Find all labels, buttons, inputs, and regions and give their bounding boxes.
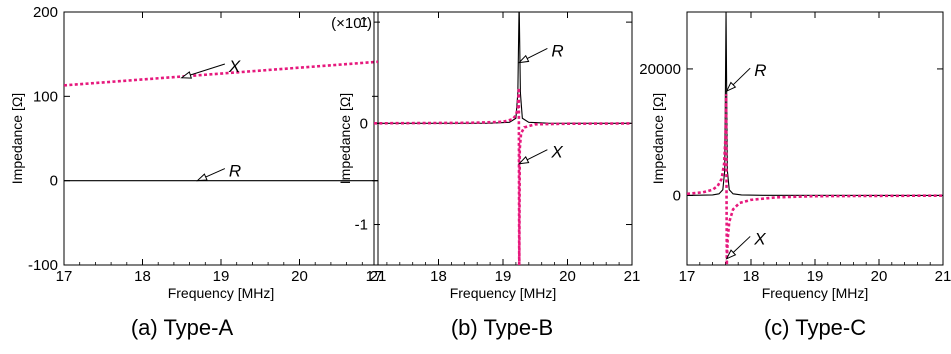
panel-1-y-tick-label: 200: [33, 4, 58, 21]
panel-2-caption: (b) Type-B: [451, 315, 553, 340]
panel-2-annotation-R-label: R: [551, 41, 563, 60]
panel-3-series-X-line: [687, 94, 943, 265]
panel-1-x-tick-label: 17: [56, 268, 73, 285]
panel-1-x-tick-label: 19: [213, 268, 230, 285]
panel-2-x-tick-label: 17: [366, 268, 383, 285]
panel-2-annotation-X-label: X: [550, 143, 563, 162]
panel-2-x-tick-label: 21: [624, 268, 641, 285]
panel-1-plot-frame: [63, 11, 379, 266]
panel-2-x-axis-label: Frequency [MHz]: [450, 285, 557, 301]
panel-1-y-tick-label: -100: [28, 257, 58, 274]
panel-3-caption: (c) Type-C: [764, 315, 866, 340]
panel-3-y-tick-label: 0: [673, 187, 681, 204]
panel-2-x-tick-label: 18: [430, 268, 447, 285]
panel-1-caption: (a) Type-A: [131, 315, 234, 340]
panel-2-x-tick-label: 19: [495, 268, 512, 285]
panel-2-y-multiplier-label: (×10⁷): [331, 15, 372, 32]
panel-3-annotation-R-label: R: [754, 61, 766, 80]
panel-2-y-axis-label: Impedance [Ω]: [337, 93, 353, 184]
panel-1-annotation-X-label: X: [228, 57, 241, 76]
panel-3-y-axis-label: Impedance [Ω]: [650, 93, 666, 184]
panel-1-y-tick-label: 100: [33, 88, 58, 105]
panel-2-y-tick-label: 0: [360, 115, 368, 132]
panel-3-y-tick-label: 20000: [639, 61, 681, 78]
panel-1-series-X-line: [64, 60, 378, 87]
panel-3-x-tick-label: 21: [935, 268, 951, 285]
panel-3-x-tick-label: 19: [807, 268, 824, 285]
panel-3-annotation-X-arrowhead: [725, 249, 737, 260]
panel-2-series-X-line: [374, 87, 632, 265]
panel-2-annotation-X-arrowhead: [517, 156, 530, 165]
panel-3-x-axis-label: Frequency [MHz]: [762, 285, 869, 301]
panel-3-x-tick-label: 18: [743, 268, 760, 285]
panel-1-annotation-R-arrowhead: [196, 173, 208, 182]
panel-2-series-R-line: [374, 12, 632, 124]
panel-1-annotation-R-label: R: [229, 162, 241, 181]
panel-1-y-tick-label: 0: [50, 173, 58, 190]
panel-2-x-tick-label: 20: [559, 268, 576, 285]
panel-2-y-tick-label: 1: [360, 14, 368, 31]
panel-1-y-axis-label: Impedance [Ω]: [9, 93, 25, 184]
panel-3-x-tick-label: 20: [871, 268, 888, 285]
panel-1-x-tick-label: 21: [370, 268, 387, 285]
panel-2-plot-frame: [373, 11, 633, 266]
panel-3-annotation-X-label: X: [753, 229, 766, 248]
panel-3-x-tick-label: 17: [679, 268, 696, 285]
panel-2-y-tick-label: -1: [355, 217, 368, 234]
panel-2-annotation-R-arrowhead: [517, 54, 530, 64]
panel-1-x-tick-label: 18: [134, 268, 151, 285]
panel-1-annotation-X-arrowhead: [180, 71, 192, 79]
panel-3-annotation-R-arrowhead: [725, 81, 737, 93]
panel-1-x-tick-label: 20: [291, 268, 308, 285]
panel-1-x-axis-label: Frequency [MHz]: [168, 285, 275, 301]
